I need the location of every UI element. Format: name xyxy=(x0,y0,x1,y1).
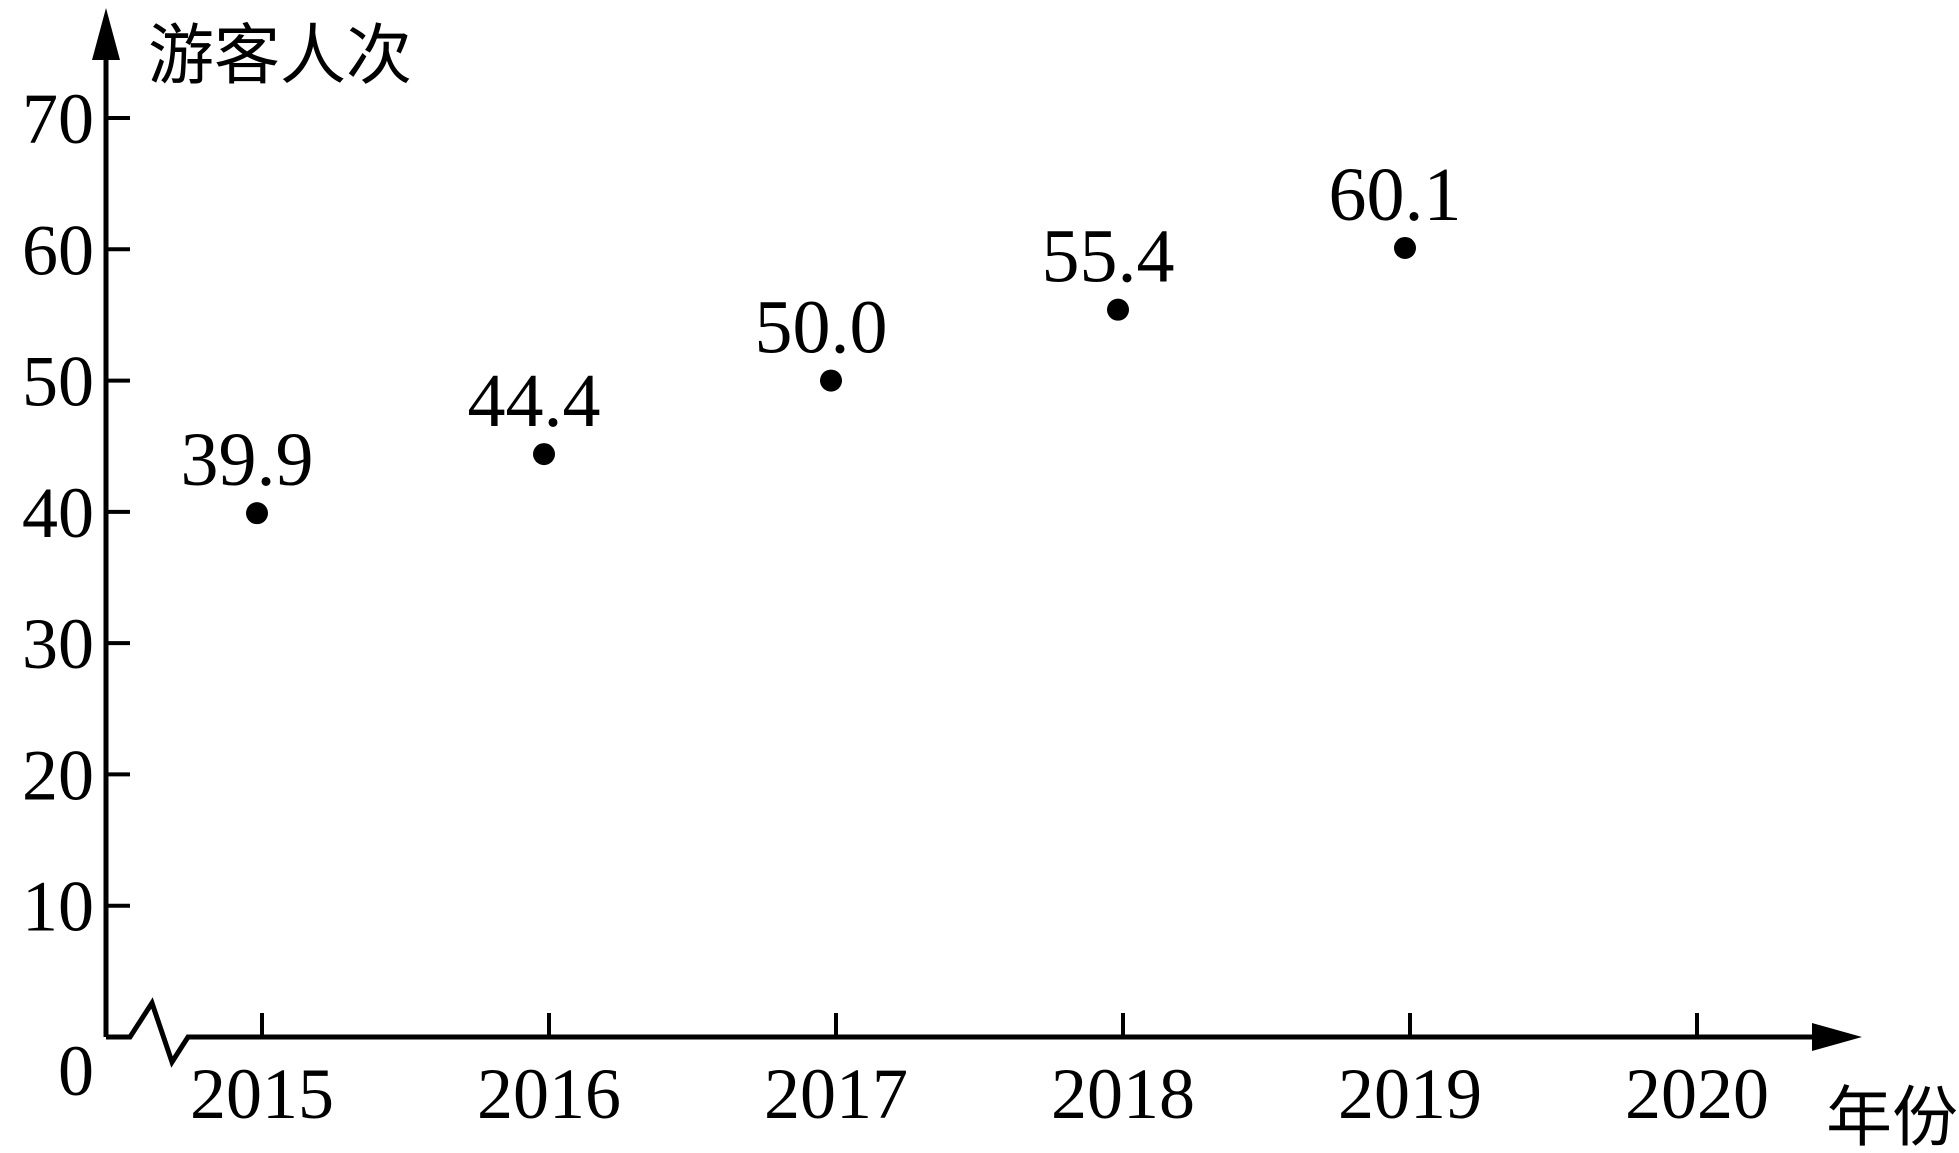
data-points xyxy=(246,236,1416,525)
y-tick-label: 70 xyxy=(22,79,94,159)
data-point xyxy=(1107,298,1129,321)
data-label: 39.9 xyxy=(181,418,314,502)
data-point xyxy=(246,502,268,525)
y-tick-label: 40 xyxy=(22,473,94,553)
y-axis-title: 游客人次 xyxy=(148,17,412,94)
x-tick-label: 2018 xyxy=(1051,1054,1195,1134)
data-label: 50.0 xyxy=(755,286,888,370)
axes: 游客人次 年份 0 xyxy=(58,8,1958,1153)
y-ticks: 10 20 30 40 50 60 70 xyxy=(22,79,130,947)
x-axis-break-line xyxy=(106,997,1825,1068)
x-axis-arrow xyxy=(1812,1023,1862,1051)
x-tick-label: 2015 xyxy=(190,1054,334,1134)
x-tick-label: 2020 xyxy=(1625,1054,1769,1134)
x-axis-title: 年份 xyxy=(1826,1079,1958,1153)
data-label: 44.4 xyxy=(468,359,601,443)
origin-label: 0 xyxy=(58,1031,94,1111)
x-tick-label: 2016 xyxy=(477,1054,621,1134)
y-tick-label: 20 xyxy=(22,735,94,815)
data-labels: 39.9 44.4 50.0 55.4 60.1 xyxy=(181,153,1462,502)
y-tick-label: 50 xyxy=(22,342,94,422)
data-point xyxy=(1394,236,1416,259)
y-tick-label: 30 xyxy=(22,604,94,684)
y-tick-label: 60 xyxy=(22,210,94,290)
x-tick-label: 2017 xyxy=(764,1054,908,1134)
data-label: 60.1 xyxy=(1329,153,1462,237)
x-tick-label: 2019 xyxy=(1338,1054,1482,1134)
y-tick-label: 10 xyxy=(22,867,94,947)
data-label: 55.4 xyxy=(1042,215,1175,299)
data-point xyxy=(533,443,555,466)
y-axis-arrow xyxy=(92,8,120,60)
x-ticks: 2015 2016 2017 2018 2019 2020 xyxy=(190,1013,1769,1134)
data-point xyxy=(820,369,842,392)
